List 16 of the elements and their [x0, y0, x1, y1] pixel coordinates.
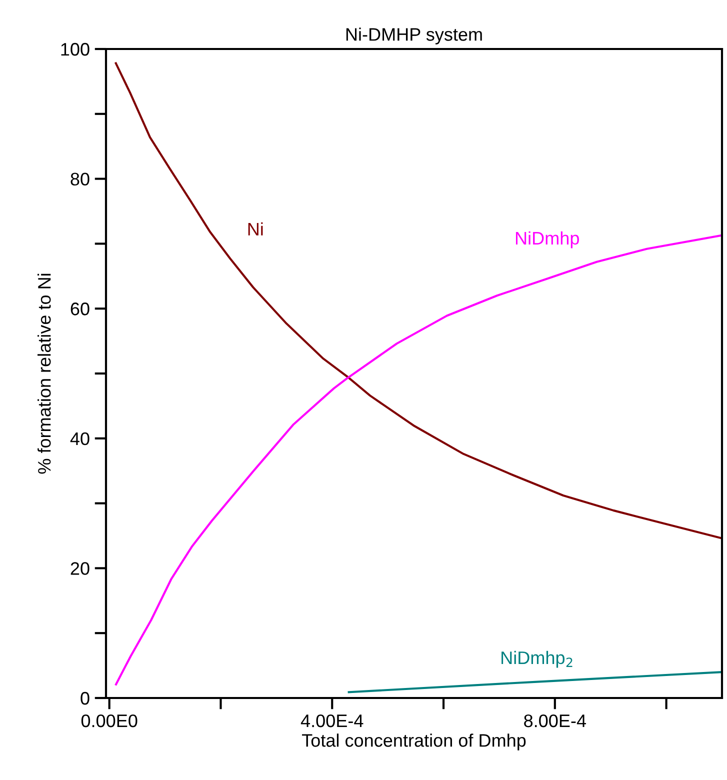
y-tick-label: 100 [61, 42, 90, 56]
x-tick-label: 0.00E0 [81, 714, 138, 728]
series-label: NiDmhp [516, 231, 579, 248]
y-tick-label: 40 [70, 432, 90, 446]
y-tick-label: 60 [70, 302, 90, 316]
y-tick-label: 80 [70, 172, 90, 186]
x-tick-label: 8.00E-4 [524, 714, 586, 728]
x-tick-label: 4.00E-4 [300, 714, 364, 728]
y-tick-label: 0 [80, 692, 90, 705]
series-label: Ni [248, 222, 263, 236]
y-axis-title: % formation relative to Ni [38, 274, 51, 474]
y-tick-label: 20 [70, 562, 90, 575]
x-axis-title: Total concentration of Dmhp [302, 734, 526, 750]
series-label: NiDmhp$_{2}$ [502, 650, 572, 668]
chart-title: Ni-DMHP system [346, 28, 482, 44]
line-series [114, 62, 722, 540]
